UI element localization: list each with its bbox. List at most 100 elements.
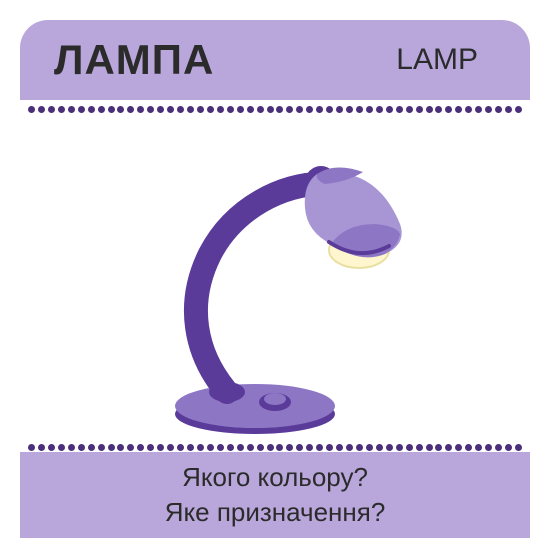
illustration-area bbox=[20, 118, 530, 450]
divider-dot bbox=[356, 106, 363, 113]
divider-dot bbox=[207, 106, 214, 113]
question-line-1: Якого кольору? bbox=[182, 462, 368, 493]
divider-dot bbox=[267, 444, 274, 451]
divider-dot bbox=[435, 444, 442, 451]
divider-dot bbox=[237, 106, 244, 113]
divider-dot bbox=[376, 106, 383, 113]
divider-dot bbox=[28, 444, 35, 451]
divider-dot bbox=[217, 444, 224, 451]
divider-dot bbox=[167, 106, 174, 113]
divider-dot bbox=[515, 444, 522, 451]
divider-dot bbox=[366, 106, 373, 113]
divider-dot bbox=[187, 444, 194, 451]
divider-dot bbox=[276, 106, 283, 113]
divider-dot bbox=[127, 444, 134, 451]
divider-dot bbox=[426, 106, 433, 113]
divider-dot bbox=[117, 444, 124, 451]
divider-dot bbox=[316, 106, 323, 113]
divider-dot bbox=[306, 106, 313, 113]
divider-dot bbox=[336, 106, 343, 113]
divider-dot bbox=[346, 444, 353, 451]
divider-dot bbox=[108, 106, 115, 113]
divider-dot bbox=[515, 106, 522, 113]
divider-dot bbox=[445, 444, 452, 451]
divider-dot bbox=[416, 444, 423, 451]
divider-dot bbox=[465, 444, 472, 451]
divider-dot bbox=[48, 106, 55, 113]
divider-dot bbox=[485, 106, 492, 113]
divider-dot bbox=[38, 106, 45, 113]
divider-dot bbox=[326, 444, 333, 451]
divider-dot bbox=[376, 444, 383, 451]
divider-dot bbox=[137, 106, 144, 113]
divider-dot bbox=[217, 106, 224, 113]
divider-dot bbox=[505, 444, 512, 451]
divider-dot bbox=[485, 444, 492, 451]
divider-dot bbox=[465, 106, 472, 113]
divider-dot bbox=[247, 106, 254, 113]
divider-dot bbox=[406, 106, 413, 113]
divider-dot bbox=[48, 444, 55, 451]
divider-dot bbox=[356, 444, 363, 451]
divider-dot bbox=[78, 444, 85, 451]
divider-dot bbox=[276, 444, 283, 451]
divider-dot bbox=[197, 444, 204, 451]
divider-dot bbox=[386, 444, 393, 451]
divider-dot bbox=[475, 106, 482, 113]
divider-dot bbox=[88, 444, 95, 451]
divider-dot bbox=[286, 106, 293, 113]
divider-dot bbox=[98, 444, 105, 451]
divider-dot bbox=[296, 106, 303, 113]
divider-dot bbox=[366, 444, 373, 451]
divider-dot bbox=[157, 444, 164, 451]
divider-dot bbox=[157, 106, 164, 113]
divider-dot bbox=[396, 444, 403, 451]
divider-dot bbox=[406, 444, 413, 451]
divider-dot bbox=[386, 106, 393, 113]
divider-dot bbox=[505, 106, 512, 113]
divider-dot bbox=[58, 444, 65, 451]
divider-dot bbox=[147, 106, 154, 113]
divider-dot bbox=[445, 106, 452, 113]
divider-dot bbox=[127, 106, 134, 113]
divider-dot bbox=[396, 106, 403, 113]
divider-dot bbox=[495, 444, 502, 451]
divider-dot bbox=[247, 444, 254, 451]
divider-dot bbox=[68, 106, 75, 113]
divider-dot bbox=[227, 444, 234, 451]
divider-dot bbox=[296, 444, 303, 451]
divider-dot bbox=[177, 444, 184, 451]
divider-dot bbox=[286, 444, 293, 451]
divider-dot bbox=[108, 444, 115, 451]
divider-dot bbox=[58, 106, 65, 113]
divider-dot bbox=[197, 106, 204, 113]
divider-dot bbox=[416, 106, 423, 113]
divider-dot bbox=[68, 444, 75, 451]
desk-lamp-icon bbox=[125, 114, 425, 444]
divider-dot bbox=[257, 106, 264, 113]
divider-dot bbox=[207, 444, 214, 451]
divider-dot bbox=[117, 106, 124, 113]
divider-dot bbox=[495, 106, 502, 113]
divider-dot bbox=[227, 106, 234, 113]
divider-dot bbox=[177, 106, 184, 113]
divider-dot bbox=[88, 106, 95, 113]
divider-dot bbox=[78, 106, 85, 113]
divider-dot bbox=[257, 444, 264, 451]
divider-dot bbox=[346, 106, 353, 113]
secondary-title: LAMP bbox=[396, 43, 478, 77]
divider-dot bbox=[336, 444, 343, 451]
divider-dot bbox=[38, 444, 45, 451]
divider-dot bbox=[475, 444, 482, 451]
divider-dot bbox=[316, 444, 323, 451]
divider-dot bbox=[326, 106, 333, 113]
divider-dot bbox=[237, 444, 244, 451]
header-band: ЛАМПА LAMP bbox=[20, 20, 530, 100]
divider-dot bbox=[147, 444, 154, 451]
footer-band: Якого кольору? Яке призначення? bbox=[20, 452, 530, 538]
divider-dot bbox=[267, 106, 274, 113]
divider-dot bbox=[426, 444, 433, 451]
divider-dot bbox=[167, 444, 174, 451]
flashcard: ЛАМПА LAMP bbox=[0, 0, 550, 550]
divider-dot bbox=[455, 106, 462, 113]
